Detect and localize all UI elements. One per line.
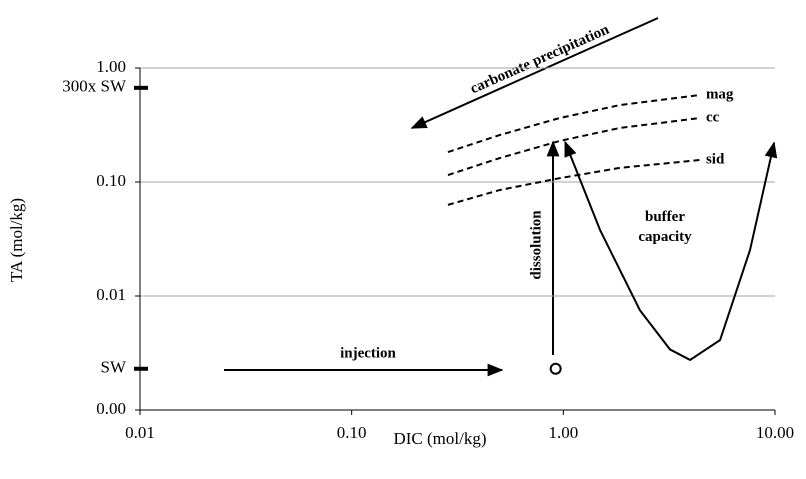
annotation: carbonate precipitation <box>468 21 612 97</box>
line <box>447 117 701 177</box>
annotation: dissolution <box>528 210 544 280</box>
point <box>549 362 562 375</box>
side-label: 300x SW <box>62 77 127 96</box>
y-tick-label: 0.00 <box>96 399 126 418</box>
x-tick-label: 10.00 <box>756 423 794 442</box>
y-tick-label: 1.00 <box>96 57 126 76</box>
series-label: sid <box>706 151 725 167</box>
y-axis-title: TA (mol/kg) <box>7 198 26 282</box>
x-axis-title: DIC (mol/kg) <box>393 429 486 448</box>
precipitation-arrow <box>410 17 659 129</box>
x-tick-label: 1.00 <box>548 423 578 442</box>
series-label: cc <box>706 109 720 125</box>
series-label: mag <box>706 86 734 102</box>
line <box>564 140 778 362</box>
side-label: SW <box>101 358 127 377</box>
annotation: buffer capacity <box>638 209 692 245</box>
line <box>447 93 701 154</box>
y-tick-label: 0.10 <box>96 171 126 190</box>
line <box>447 158 701 206</box>
x-tick-label: 0.01 <box>125 423 155 442</box>
y-tick-label: 0.01 <box>96 285 126 304</box>
annotation: injection <box>340 345 396 361</box>
x-tick-label: 0.10 <box>337 423 367 442</box>
